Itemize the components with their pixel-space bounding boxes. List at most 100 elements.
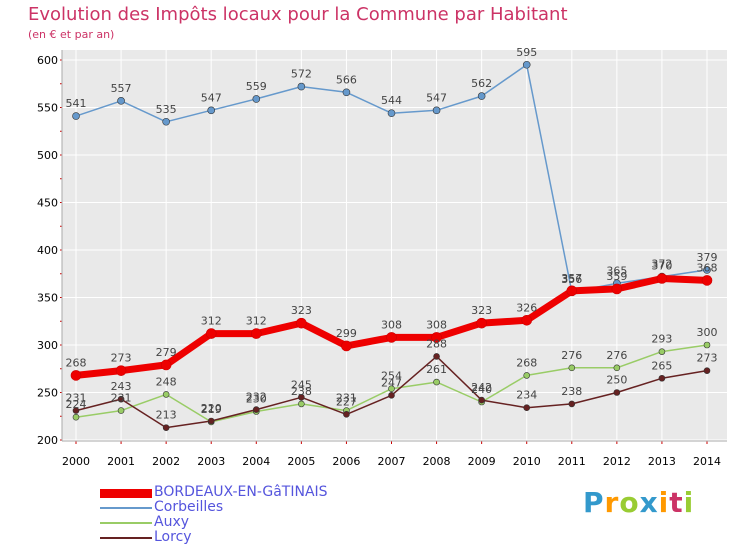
data-label: 359 bbox=[606, 270, 627, 283]
x-tick-label: 2000 bbox=[62, 455, 90, 468]
data-point bbox=[478, 396, 485, 404]
data-label: 356 bbox=[561, 273, 582, 286]
data-point bbox=[70, 370, 82, 381]
y-tick-label: 600 bbox=[37, 54, 58, 67]
data-point bbox=[656, 273, 668, 284]
data-label: 293 bbox=[651, 333, 672, 346]
data-point bbox=[117, 97, 125, 105]
data-label: 243 bbox=[111, 380, 132, 393]
data-point bbox=[162, 391, 170, 398]
data-label: 300 bbox=[697, 326, 718, 339]
data-point bbox=[298, 400, 305, 408]
data-label: 254 bbox=[381, 370, 402, 383]
data-label: 323 bbox=[291, 304, 312, 317]
data-label: 231 bbox=[66, 392, 87, 405]
legend-label: Auxy bbox=[154, 514, 190, 530]
data-label: 276 bbox=[606, 349, 627, 362]
data-label: 231 bbox=[111, 392, 132, 405]
data-label: 288 bbox=[426, 337, 447, 350]
data-label: 308 bbox=[426, 318, 447, 331]
x-tick-label: 2004 bbox=[242, 455, 270, 468]
data-label: 562 bbox=[471, 77, 492, 90]
x-tick-label: 2014 bbox=[693, 455, 721, 468]
data-point bbox=[115, 365, 127, 376]
legend-swatch bbox=[100, 489, 152, 498]
data-point bbox=[613, 389, 621, 396]
data-point bbox=[658, 348, 666, 355]
legend-label: Lorcy bbox=[154, 529, 192, 545]
data-point bbox=[523, 372, 531, 379]
legend-label: Corbeilles bbox=[154, 499, 224, 515]
data-point bbox=[342, 88, 351, 97]
data-point bbox=[162, 117, 170, 126]
data-point bbox=[703, 367, 711, 374]
data-label: 219 bbox=[201, 403, 222, 416]
data-point bbox=[613, 364, 621, 372]
data-label: 544 bbox=[381, 94, 402, 107]
data-label: 312 bbox=[246, 315, 267, 328]
data-point bbox=[72, 407, 80, 414]
data-point bbox=[568, 400, 576, 408]
data-point bbox=[701, 275, 713, 286]
y-tick-label: 400 bbox=[37, 244, 58, 257]
data-point bbox=[252, 95, 261, 103]
x-tick-label: 2007 bbox=[378, 455, 406, 468]
data-point bbox=[252, 406, 260, 413]
data-label: 240 bbox=[471, 383, 492, 396]
data-label: 230 bbox=[246, 393, 267, 406]
data-label: 273 bbox=[697, 352, 718, 365]
x-tick-label: 2010 bbox=[513, 455, 541, 468]
data-point bbox=[341, 340, 352, 352]
data-point bbox=[205, 328, 217, 339]
data-point bbox=[611, 283, 623, 295]
data-label: 370 bbox=[651, 260, 672, 273]
y-tick-label: 350 bbox=[37, 292, 58, 305]
logo-letter: P bbox=[583, 486, 605, 519]
data-label: 220 bbox=[201, 402, 222, 415]
data-point bbox=[72, 112, 80, 120]
data-label: 279 bbox=[156, 346, 177, 359]
data-point bbox=[521, 314, 533, 326]
data-point bbox=[522, 60, 531, 69]
data-label: 299 bbox=[336, 327, 357, 340]
data-label: 268 bbox=[516, 356, 537, 369]
data-label: 547 bbox=[201, 91, 222, 104]
data-point bbox=[433, 353, 440, 360]
x-tick-label: 2001 bbox=[107, 455, 135, 468]
data-point bbox=[523, 404, 531, 412]
data-label: 238 bbox=[561, 385, 582, 398]
data-point bbox=[117, 395, 125, 403]
data-label: 379 bbox=[697, 251, 718, 264]
data-point bbox=[433, 378, 440, 386]
data-label: 242 bbox=[471, 381, 492, 394]
data-label: 308 bbox=[381, 318, 402, 331]
data-label: 231 bbox=[336, 392, 357, 405]
data-point bbox=[160, 359, 172, 371]
chart-subtitle: (en € et par an) bbox=[28, 28, 115, 41]
x-tick-label: 2012 bbox=[603, 455, 631, 468]
data-label: 547 bbox=[426, 91, 447, 104]
data-label: 323 bbox=[471, 304, 492, 317]
data-label: 572 bbox=[291, 68, 312, 81]
data-point bbox=[386, 332, 397, 343]
data-point bbox=[477, 92, 486, 100]
data-point bbox=[72, 413, 80, 421]
data-label: 238 bbox=[291, 385, 312, 398]
y-tick-label: 300 bbox=[37, 339, 58, 352]
data-label: 224 bbox=[66, 398, 87, 411]
data-label: 227 bbox=[336, 395, 357, 408]
data-label: 365 bbox=[606, 264, 627, 277]
data-point bbox=[566, 285, 578, 297]
data-label: 273 bbox=[111, 352, 132, 365]
data-label: 595 bbox=[516, 46, 537, 59]
legend-swatch bbox=[100, 522, 152, 524]
data-point bbox=[117, 407, 125, 414]
data-label: 248 bbox=[156, 375, 177, 388]
data-label: 368 bbox=[697, 261, 718, 274]
data-label: 557 bbox=[111, 82, 132, 95]
data-label: 245 bbox=[291, 378, 312, 391]
legend-swatch bbox=[100, 537, 152, 539]
data-label: 566 bbox=[336, 73, 357, 86]
